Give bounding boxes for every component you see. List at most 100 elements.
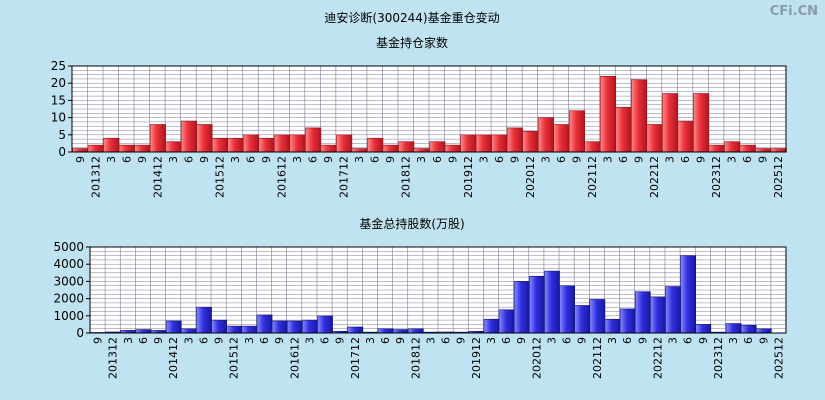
bar xyxy=(241,325,258,334)
x-tick-label: 6 xyxy=(493,156,506,163)
plot-frame xyxy=(71,65,787,153)
x-tick-label: 3 xyxy=(229,156,242,163)
x-tick-label: 6 xyxy=(742,337,755,344)
x-tick-label: 3 xyxy=(303,337,316,344)
x-tick-label: 6 xyxy=(500,337,513,344)
x-tick-label: 9 xyxy=(757,337,770,344)
bar xyxy=(271,320,288,334)
x-tick-label: 6 xyxy=(431,156,444,163)
y-tick-label: 3000 xyxy=(53,274,84,288)
x-tick-label: 6 xyxy=(679,156,692,163)
x-tick-label: 9 xyxy=(636,337,649,344)
x-tick-label: 202012 xyxy=(530,337,543,379)
bar xyxy=(289,134,306,153)
bar xyxy=(544,270,560,334)
bar xyxy=(460,134,477,153)
bar xyxy=(680,255,697,334)
bar xyxy=(615,106,632,153)
x-tick-label: 3 xyxy=(664,156,677,163)
x-tick-label: 9 xyxy=(697,337,710,344)
x-tick-label: 6 xyxy=(369,156,382,163)
bar xyxy=(589,299,606,334)
bar xyxy=(226,325,243,334)
y-tick-label: 10 xyxy=(51,111,66,125)
x-tick-label: 3 xyxy=(424,337,437,344)
bar xyxy=(196,306,212,334)
bar xyxy=(165,141,182,153)
x-tick-label: 9 xyxy=(198,156,211,163)
x-tick-label: 3 xyxy=(105,156,118,163)
bar xyxy=(574,305,591,334)
y-tick-label: 5 xyxy=(58,128,66,142)
x-tick-label: 3 xyxy=(364,337,377,344)
x-tick-label: 6 xyxy=(319,337,332,344)
y-tick-label: 4000 xyxy=(53,257,84,271)
bar xyxy=(398,141,415,153)
x-tick-label: 3 xyxy=(182,337,195,344)
y-tick-label: 0 xyxy=(76,326,84,340)
x-tick-label: 201312 xyxy=(89,156,102,198)
x-tick-label: 6 xyxy=(120,156,133,163)
x-tick-label: 9 xyxy=(322,156,335,163)
bar xyxy=(211,137,229,153)
x-tick-label: 3 xyxy=(291,156,304,163)
bar xyxy=(630,79,648,153)
bar xyxy=(513,281,530,334)
y-tick-label: 5000 xyxy=(53,240,84,254)
chart-2-title: 基金总持股数(万股) xyxy=(359,216,464,231)
bar xyxy=(770,148,787,153)
x-tick-label: 201412 xyxy=(167,337,180,379)
bar xyxy=(444,144,461,153)
x-tick-label: 3 xyxy=(485,337,498,344)
x-tick-label: 9 xyxy=(334,337,347,344)
watermark-logo: CFi.CN xyxy=(770,4,818,19)
bar xyxy=(650,296,666,334)
x-tick-label: 202212 xyxy=(651,337,664,379)
bar xyxy=(646,124,663,153)
x-tick-label: 3 xyxy=(602,156,615,163)
plot-frame xyxy=(89,246,787,334)
bar xyxy=(377,328,394,334)
bar xyxy=(72,148,89,153)
x-tick-label: 201612 xyxy=(276,156,289,198)
x-tick-label: 9 xyxy=(508,156,521,163)
x-tick-label: 9 xyxy=(446,156,459,163)
bar xyxy=(286,320,303,334)
bar xyxy=(483,318,500,334)
bar xyxy=(559,285,575,334)
x-tick-label: 6 xyxy=(182,156,195,163)
x-tick-label: 9 xyxy=(92,337,105,344)
bar xyxy=(498,309,515,334)
bar xyxy=(302,319,318,334)
x-tick-label: 9 xyxy=(152,337,165,344)
x-tick-label: 9 xyxy=(455,337,468,344)
bar xyxy=(180,328,197,334)
bar xyxy=(665,286,681,334)
x-tick-label: 3 xyxy=(243,337,256,344)
x-tick-label: 201512 xyxy=(228,337,241,379)
bar xyxy=(367,137,384,153)
x-tick-label: 3 xyxy=(539,156,552,163)
x-tick-label: 6 xyxy=(245,156,258,163)
bar xyxy=(604,318,621,334)
bar xyxy=(553,124,570,153)
bar xyxy=(599,76,617,153)
bar xyxy=(695,324,712,334)
bar xyxy=(662,93,679,153)
x-tick-label: 6 xyxy=(137,337,150,344)
x-tick-label: 201812 xyxy=(409,337,422,379)
x-tick-label: 3 xyxy=(122,337,135,344)
x-tick-label: 9 xyxy=(695,156,708,163)
bar xyxy=(522,131,539,153)
x-tick-label: 3 xyxy=(726,156,739,163)
bar xyxy=(755,328,772,334)
x-tick-label: 202512 xyxy=(772,156,785,198)
x-tick-label: 3 xyxy=(477,156,490,163)
x-tick-label: 201712 xyxy=(338,156,351,198)
x-tick-label: 201512 xyxy=(214,156,227,198)
bar xyxy=(724,141,741,153)
